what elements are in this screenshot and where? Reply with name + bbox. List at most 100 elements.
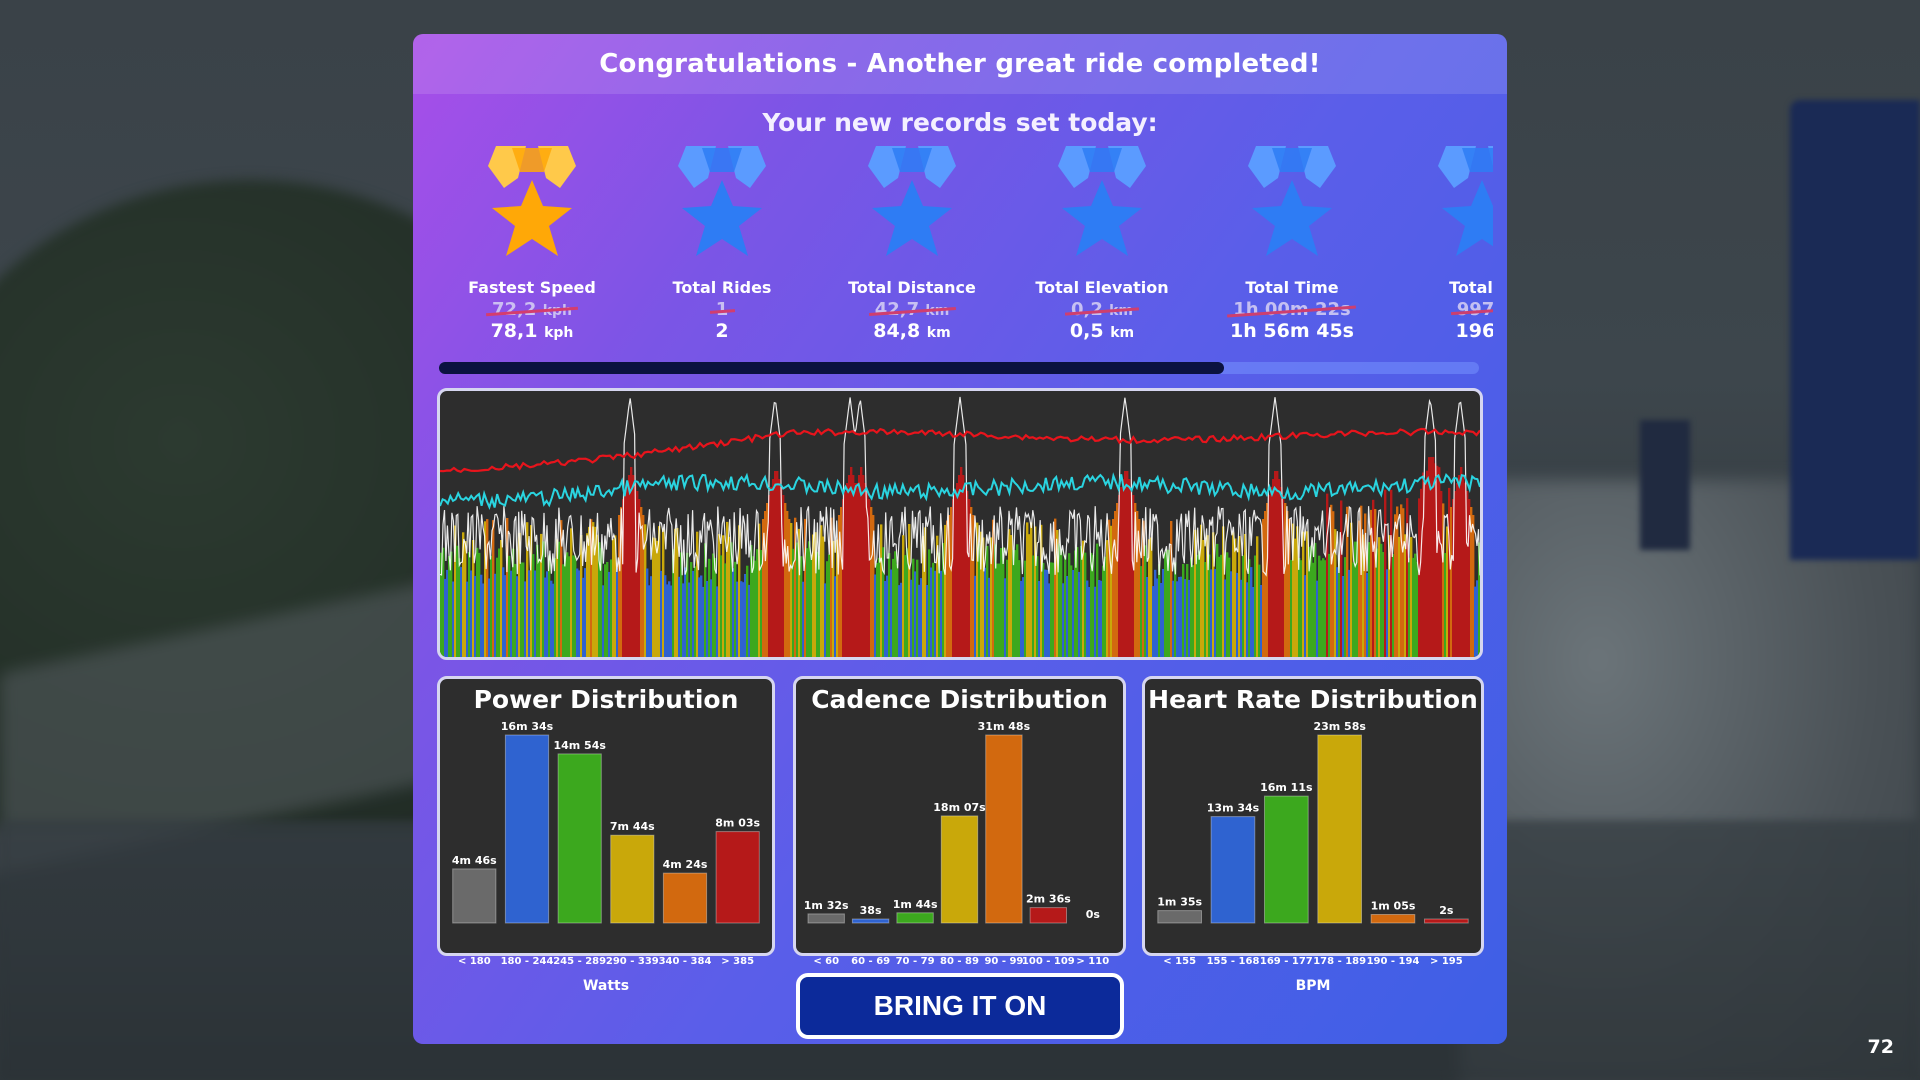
dist-tick-label: < 180 [457,956,491,967]
dist-tick-label: 290 - 339 [605,956,659,967]
power-distribution-panel: 4m 46s 16m 34s 14m 54s 7m 44s 4m 24s 8m 03s P… [437,676,775,956]
record-old-value: 1 [715,299,729,320]
record-2: Total Distance 42,7 km 84,8 km [817,144,1007,342]
records-subtitle: Your new records set today: [762,108,1158,137]
record-name: Total Time [1245,278,1339,297]
dist-bar-label: 4m 46s [452,854,497,867]
fps-counter: 72 [1867,1036,1894,1058]
dist-bar [1317,734,1363,924]
dist-bar-label: 2s [1439,904,1454,917]
dist-bar [452,868,497,924]
dist-bar-label: 18m 07s [933,801,986,814]
record-name: Total Ei [1449,278,1493,297]
dist-bar [715,831,760,924]
dist-bar-label: 14m 54s [553,739,606,752]
dist-tick-label: > 385 [721,956,755,967]
dist-bar-label: 1m 35s [1157,896,1202,909]
dist-bar-label: 23m 58s [1313,720,1366,733]
dist-bar [1424,918,1469,924]
dist-bar-label: 1m 32s [804,899,849,912]
dist-bar [662,872,708,924]
power-distribution-title: Power Distribution [473,685,739,714]
record-5: Total Ei 997 I 1965 [1387,144,1493,342]
medal-star-icon [1058,146,1146,256]
bring-it-on-button[interactable]: BRING IT ON [796,973,1124,1039]
panel-title: Congratulations - Another great ride com… [413,34,1507,94]
medal-star-icon [868,146,956,256]
records-scroll-thumb[interactable] [439,362,1225,374]
heart-rate-distribution-panel: 1m 35s 13m 34s 16m 11s 23m 58s 1m 05s 2s Hear… [1142,676,1484,956]
record-new-value: 0,5 km [1069,320,1135,342]
dist-bar [1029,907,1068,924]
dist-tick-label: 80 - 89 [940,956,979,967]
record-4: Total Time 1h 00m 22s 1h 56m 45s [1197,144,1387,342]
record-new-value: 1h 56m 45s [1230,320,1354,342]
dist-tick-label: 100 - 109 [1021,956,1075,967]
record-old-value: 42,7 km [874,299,950,320]
heart-rate-line [440,427,1480,474]
dist-axis-name: Watts [582,978,630,994]
record-new-value: 78,1 kph [490,320,574,342]
dist-bar-label: 38s [860,904,882,917]
dist-bar-label: 16m 11s [1260,781,1313,794]
dist-tick-label: 245 - 289 [553,956,607,967]
dist-bar-label: 16m 34s [501,720,554,733]
dist-tick-label: 169 - 177 [1259,956,1313,967]
record-old-value: 72,2 kph [491,299,572,320]
dist-tick-label: < 60 [813,956,840,967]
record-0: Fastest Speed 72,2 kph 78,1 kph [437,144,627,342]
power-distribution-chart: 4m 46s 16m 34s 14m 54s 7m 44s 4m 24s 8m 03s [452,720,761,924]
cadence-distribution-panel: 1m 32s 38s 1m 44s 18m 07s 31m 48s 2m 36s 0s Ca… [793,676,1126,956]
dist-bar [610,834,655,924]
dist-tick-label: 340 - 384 [658,956,712,967]
dist-bar [940,815,979,924]
record-name: Total Elevation [1035,278,1169,297]
dist-tick-label: 180 - 244 [500,956,554,967]
dist-tick-label: 90 - 99 [984,956,1024,967]
ride-summary-panel: Congratulations - Another great ride com… [413,34,1507,1044]
record-new-value: 1965 [1455,320,1493,342]
power-line [440,396,1480,577]
medal-star-icon [678,146,766,256]
record-old-value: 0,2 km [1070,299,1134,320]
dist-axis-name: BPM [1295,978,1331,994]
medal-star-icon [1438,146,1493,256]
record-new-value: 84,8 km [873,320,951,342]
dist-bar [896,912,934,924]
medal-star-icon [488,146,576,256]
records-carousel[interactable]: Fastest Speed 72,2 kph 78,1 kph Total Rides… [437,144,1493,394]
timeline-svg [440,396,1480,657]
dist-bar-label: 13m 34s [1207,802,1260,815]
dist-bar [1370,914,1416,924]
record-name: Fastest Speed [468,278,596,297]
dist-tick-label: 155 - 168 [1206,956,1260,967]
dist-bar-label: 31m 48s [978,720,1031,733]
dist-bar [504,734,550,924]
cadence-distribution-chart: 1m 32s 38s 1m 44s 18m 07s 31m 48s 2m 36s 0s [804,720,1101,924]
dist-bar [985,734,1023,924]
dist-bar-label: 8m 03s [715,817,760,830]
dist-tick-label: 60 - 69 [851,956,891,967]
dist-tick-label: 190 - 194 [1366,956,1420,967]
record-old-value: 1h 00m 22s [1233,299,1351,320]
dist-bar [807,913,845,924]
dist-tick-label: < 155 [1163,956,1197,967]
dist-tick-label: 178 - 189 [1313,956,1367,967]
dist-bar [557,753,602,924]
records-scrollbar[interactable] [439,362,1479,374]
cadence-line [440,472,1480,510]
dist-tick-label: > 110 [1076,956,1110,967]
dist-bar-label: 1m 05s [1371,900,1416,913]
record-3: Total Elevation 0,2 km 0,5 km [1007,144,1197,342]
cadence-distribution-title: Cadence Distribution [811,685,1108,714]
medal-star-icon [1248,146,1336,256]
dist-bar [1157,910,1203,924]
dist-bar [1210,816,1256,924]
record-name: Total Distance [848,278,976,297]
power-bars [440,457,1480,657]
dist-bar-label: 0s [1086,908,1101,921]
dist-bar-label: 2m 36s [1026,893,1071,906]
dist-bar-label: 1m 44s [893,898,938,911]
heart-rate-distribution-title: Heart Rate Distribution [1148,685,1478,714]
